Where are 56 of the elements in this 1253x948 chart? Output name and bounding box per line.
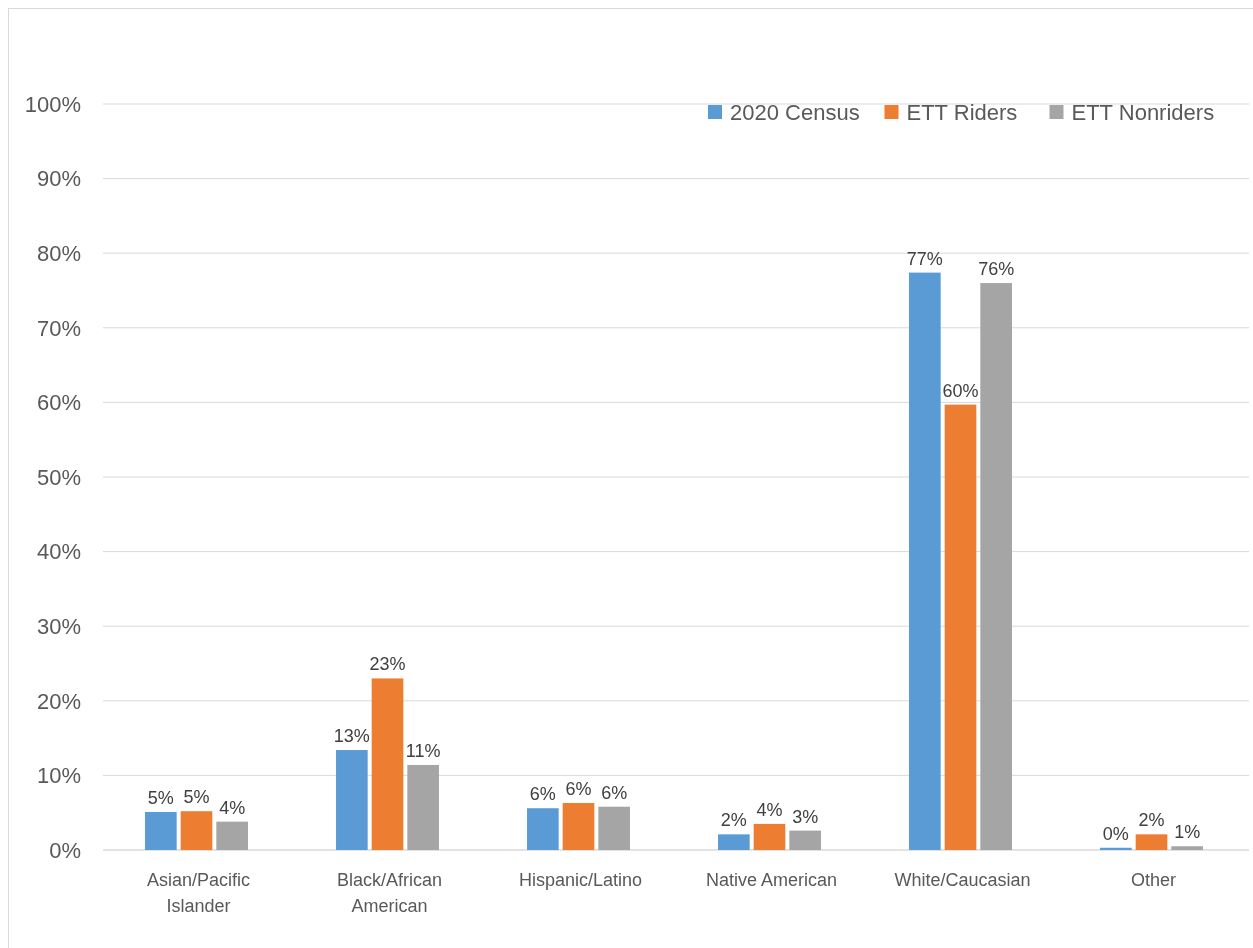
- bar: [336, 750, 368, 850]
- data-label: 4%: [219, 797, 246, 818]
- data-label: 4%: [756, 799, 783, 820]
- bar: [944, 404, 977, 850]
- bar: [371, 678, 404, 850]
- x-tick-label: Other: [1130, 870, 1177, 890]
- y-tick-label: 40%: [36, 539, 81, 565]
- bar: [1135, 834, 1168, 850]
- x-tick-label: Black/African American: [336, 870, 443, 916]
- data-label: 5%: [147, 787, 174, 808]
- y-tick-label: 0%: [49, 837, 81, 863]
- data-label: 13%: [333, 726, 370, 747]
- legend-label: ETT Riders: [906, 99, 1018, 125]
- data-label: 0%: [1102, 823, 1129, 844]
- bar: [407, 764, 439, 850]
- y-tick-label: 20%: [36, 688, 81, 714]
- y-tick-label: 50%: [36, 464, 81, 490]
- legend-label: 2020 Census: [730, 99, 860, 125]
- y-tick-label: 60%: [36, 390, 81, 416]
- bar: [216, 821, 248, 850]
- data-label: 1%: [1174, 822, 1201, 843]
- bar: [527, 808, 559, 850]
- data-label: 3%: [792, 806, 819, 827]
- data-label: 6%: [529, 784, 556, 805]
- bar: [598, 806, 630, 850]
- bar: [980, 283, 1012, 850]
- y-tick-label: 70%: [36, 315, 81, 341]
- data-label: 6%: [565, 779, 592, 799]
- data-label: 11%: [405, 740, 441, 761]
- bar: [718, 834, 750, 850]
- data-label: 2%: [720, 810, 747, 831]
- data-label: 23%: [369, 654, 406, 675]
- bar: [1100, 847, 1132, 850]
- x-tick-label: White/Caucasian: [894, 870, 1031, 890]
- y-tick-label: 90%: [36, 166, 81, 192]
- x-tick-label: Asian/Pacific Islander: [146, 870, 251, 916]
- y-tick-label: 100%: [24, 91, 81, 117]
- y-tick-label: 80%: [36, 240, 81, 266]
- bar: [562, 803, 595, 850]
- data-label: 77%: [906, 248, 943, 269]
- x-tick-label: Native American: [705, 870, 838, 890]
- x-tick-label: Hispanic/Latino: [518, 870, 643, 890]
- bar: [753, 823, 786, 850]
- data-label: 76%: [978, 259, 1015, 280]
- y-tick-label: 30%: [36, 613, 81, 639]
- bar: [789, 830, 821, 850]
- data-label: 60%: [942, 380, 979, 401]
- data-label: 6%: [601, 782, 628, 803]
- data-label: 2%: [1138, 810, 1165, 831]
- bar: [909, 272, 941, 850]
- bar: [180, 811, 213, 850]
- legend-label: ETT Nonriders: [1071, 99, 1215, 125]
- y-tick-label: 10%: [36, 763, 81, 789]
- bar: [145, 811, 177, 850]
- data-label: 5%: [183, 787, 210, 808]
- bar: [1171, 846, 1203, 850]
